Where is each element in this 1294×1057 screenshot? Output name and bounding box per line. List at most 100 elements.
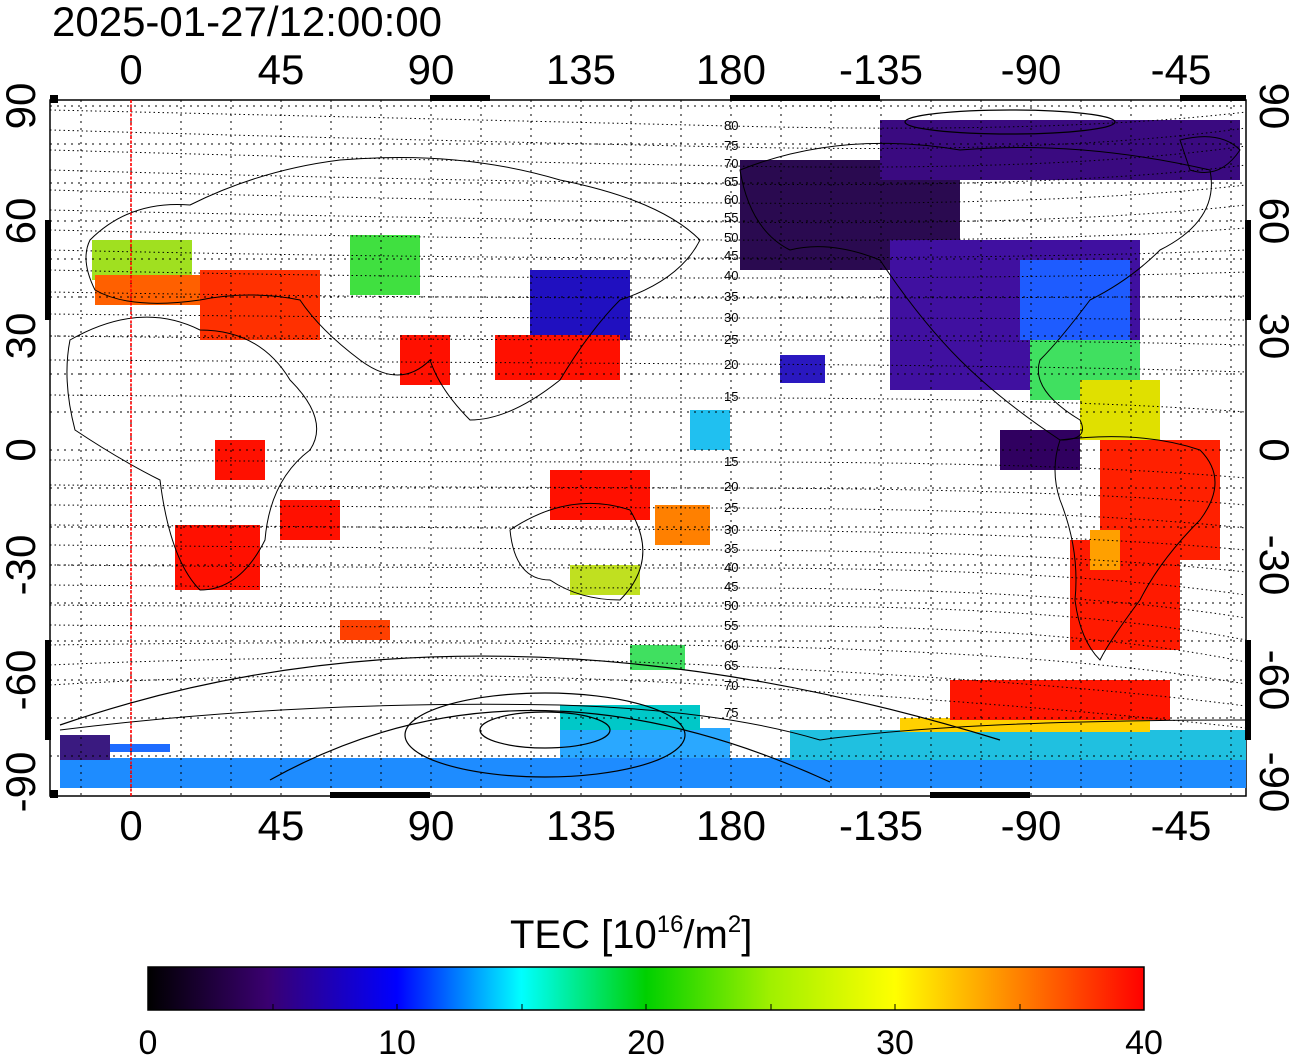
contour-label: 40	[724, 560, 738, 575]
lon-label: 45	[258, 46, 305, 93]
coastlines	[59, 136, 1246, 741]
bottom-longitude-labels: 0 45 90 135 180 -135 -90 -45	[119, 802, 1211, 849]
colorbar-tick: 10	[378, 1024, 416, 1057]
tec-patch	[92, 240, 192, 280]
contour-label: 60	[724, 192, 738, 207]
auroral-contours	[59, 109, 1116, 783]
top-longitude-labels: 0 45 90 135 180 -135 -90 -45	[119, 46, 1211, 93]
border-bars	[45, 95, 1251, 798]
tec-patch	[495, 335, 620, 380]
contour-label: 75	[724, 705, 738, 720]
contour-label: 55	[724, 210, 738, 225]
lon-label: -45	[1151, 46, 1212, 93]
lon-label: -135	[839, 46, 923, 93]
tec-patch	[340, 620, 390, 640]
greenland-coast	[1179, 136, 1241, 173]
plot-area	[45, 95, 1251, 798]
tec-patch	[1000, 430, 1080, 470]
lat-label: 0	[0, 438, 44, 461]
tec-patch	[60, 758, 1246, 788]
tec-patch	[400, 335, 450, 385]
lat-label: -90	[1251, 752, 1294, 813]
lon-label: 90	[408, 46, 455, 93]
lon-label: 45	[258, 802, 305, 849]
tec-patch	[1070, 540, 1180, 650]
tec-patch	[1090, 530, 1120, 570]
map-title: 2025-01-27/12:00:00	[52, 0, 442, 45]
colorbar-gradient	[147, 966, 1145, 1011]
tec-patch	[110, 744, 170, 752]
contour-label: 45	[724, 248, 738, 263]
tec-patch	[530, 270, 630, 340]
tec-patch	[1080, 380, 1160, 440]
lon-label: 135	[546, 46, 616, 93]
lon-label: 180	[696, 46, 766, 93]
contour-label: 45	[724, 579, 738, 594]
contour-value-labels: 80 75 70 65 60 55 50 45 40 35 30 25 20 1…	[724, 118, 738, 720]
contour-label: 15	[724, 389, 738, 404]
contour-label: 25	[724, 500, 738, 515]
contour-label: 30	[724, 522, 738, 537]
tec-patch	[655, 505, 710, 545]
magnetic-latitude-contours	[50, 109, 1246, 729]
contour-label: 40	[724, 268, 738, 283]
colorbar-tick: 20	[627, 1024, 665, 1057]
lon-label: 0	[119, 802, 142, 849]
tec-patch	[880, 120, 1240, 180]
contour-label: 80	[724, 118, 738, 133]
lat-label: 30	[1251, 313, 1294, 360]
lon-label: 135	[546, 802, 616, 849]
lat-label: 90	[1251, 83, 1294, 130]
colorbar-tick: 30	[876, 1024, 914, 1057]
colorbar-title: TEC [1016/m2]	[510, 911, 752, 957]
lat-label: 30	[0, 313, 44, 360]
lat-label: -30	[0, 535, 44, 596]
contour-label: 50	[724, 598, 738, 613]
contour-label: 25	[724, 332, 738, 347]
lon-label: -90	[1001, 802, 1062, 849]
africa-coast	[66, 316, 318, 591]
contour-label: 50	[724, 230, 738, 245]
contour-label: 20	[724, 479, 738, 494]
tec-patch	[95, 275, 205, 305]
tec-patch	[215, 440, 265, 480]
lon-label: 90	[408, 802, 455, 849]
contour-label: 65	[724, 174, 738, 189]
lat-label: 60	[0, 198, 44, 245]
contour-label: 70	[724, 678, 738, 693]
left-latitude-labels: 90 60 30 0 -30 -60 -90	[0, 83, 44, 813]
lon-label: -135	[839, 802, 923, 849]
tec-patch	[560, 728, 730, 758]
lon-label: 180	[696, 802, 766, 849]
contour-label: 35	[724, 289, 738, 304]
north-america-coast	[739, 142, 1212, 441]
lat-label: 90	[0, 83, 44, 130]
lon-label: 0	[119, 46, 142, 93]
colorbar-tick: 0	[139, 1024, 158, 1057]
contour-label: 30	[724, 310, 738, 325]
contour-label: 75	[724, 138, 738, 153]
contour-label: 20	[724, 357, 738, 372]
contour-label: 55	[724, 618, 738, 633]
right-latitude-labels: 90 60 30 0 -30 -60 -90	[1251, 83, 1294, 813]
lat-label: 60	[1251, 198, 1294, 245]
contour-label: 65	[724, 658, 738, 673]
eurasia-coast	[85, 157, 701, 421]
lat-label: -60	[1251, 650, 1294, 711]
tec-patch	[200, 270, 320, 340]
australia-coast	[509, 502, 644, 601]
tec-patch	[950, 680, 1170, 720]
lon-label: -45	[1151, 802, 1212, 849]
tec-patch	[350, 235, 420, 295]
tec-patch	[175, 525, 260, 590]
contour-label: 35	[724, 541, 738, 556]
tec-patch	[690, 410, 730, 450]
contour-label: 60	[724, 638, 738, 653]
contour-label: 70	[724, 156, 738, 171]
tec-patch	[790, 730, 1246, 760]
antarctica-coast	[59, 703, 1246, 741]
tec-patch	[780, 355, 825, 383]
tec-patch	[550, 470, 650, 520]
lat-label: -60	[0, 650, 44, 711]
colorbar: TEC [1016/m2] 0 10 20 30 40	[139, 911, 1163, 1057]
